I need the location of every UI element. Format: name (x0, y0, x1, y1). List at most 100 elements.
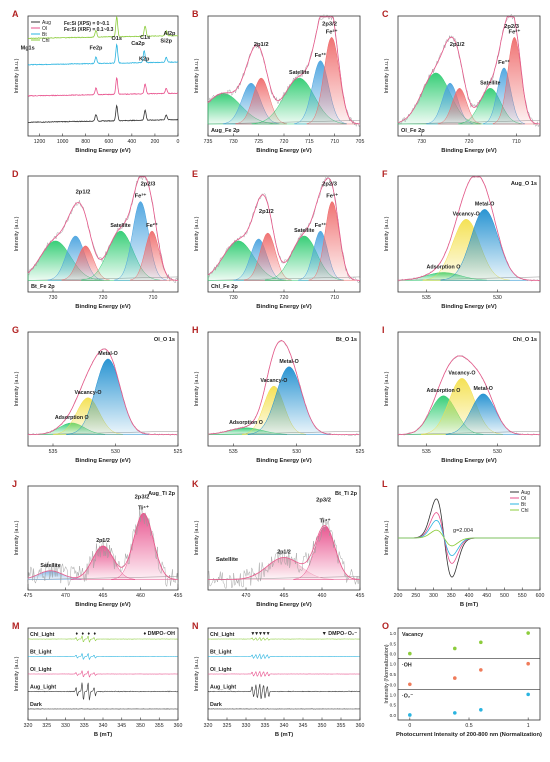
panel-l: L Intensity (a.u.) B (mT) 200 250 300 350 400 45… (382, 479, 544, 608)
scatter-point (453, 676, 457, 680)
x-axis-label: B (mT) (275, 732, 293, 738)
panel-i: I Intensity (a.u.) Binding Energy (eV) 535 5… (382, 325, 541, 464)
peak-marker: ▼ (250, 631, 255, 637)
legend-label: ▼ DMPO-·O₂⁻ (322, 631, 358, 637)
scatter-point (408, 713, 412, 717)
component-label: Ti⁴⁺ (138, 504, 149, 511)
component-label: Vacancy-O (448, 370, 475, 376)
sample-label: Aug_Ti 2p (148, 491, 176, 497)
component-label: Vacancy-O (74, 390, 101, 396)
component-label: Fe²⁺ (326, 28, 338, 35)
sample-label: Aug_O 1s (511, 181, 537, 187)
panel-d: D Intensity (a.u.) Binding Energy (eV) 730 7… (12, 169, 179, 310)
series-label: ·OH (402, 663, 412, 669)
peak-annotation: Fe2p (90, 46, 103, 52)
scatter-point (408, 651, 412, 656)
x-tick-label: 720 (465, 139, 474, 145)
y-axis-label: Intensity (a.u.) (194, 216, 200, 251)
peak-marker: ▼ (254, 631, 259, 637)
fit-envelope (208, 340, 360, 435)
panel-f: F Intensity (a.u.) Binding Energy (eV) 535 5… (382, 169, 541, 310)
peak-annotation: C1s (140, 35, 150, 41)
y-axis-label: Intensity (a.u.) (14, 656, 20, 691)
x-axis-label: Binding Energy (eV) (75, 458, 130, 464)
series-line (208, 637, 360, 641)
series-label: Ol_Light (30, 667, 52, 673)
component-label: 2p1/2 (277, 550, 291, 556)
x-tick-label: 535 (422, 295, 431, 301)
y-axis-label: Intensity (a.u.) (14, 58, 20, 93)
x-tick-label: 730 (229, 295, 238, 301)
x-tick-label: 465 (99, 593, 108, 599)
x-tick-label: 1000 (57, 139, 69, 145)
peak-annotation: O1s (112, 36, 122, 42)
x-tick-label: 300 (429, 593, 438, 599)
series-line-chl (398, 529, 540, 547)
x-tick-label: 710 (149, 295, 158, 301)
orbital-label: 2p1/2 (254, 42, 269, 48)
fit-envelope (27, 512, 179, 580)
y-tick-label: 1.0 (390, 631, 397, 636)
y-tick-label: 1.0 (390, 662, 397, 667)
note-text: Fe:Si (XPS) = 0~0.1 (64, 21, 110, 27)
x-tick-label: 600 (536, 593, 545, 599)
scatter-point (526, 631, 530, 635)
x-axis-label: Binding Energy (eV) (256, 458, 311, 464)
panel-letter: B (192, 9, 199, 19)
sample-label: Bt_Ti 2p (335, 491, 358, 497)
fit-envelope (28, 348, 178, 435)
series-line-bt (27, 43, 179, 66)
x-tick-label: 450 (482, 593, 491, 599)
series-label: Chl_Light (30, 632, 55, 638)
peak-annotation: K2p (139, 56, 150, 62)
component-label: Adsorption O (427, 388, 461, 394)
legend-label: Aug (521, 490, 530, 496)
x-axis-label: Binding Energy (eV) (75, 602, 130, 608)
y-tick-label: 0.5 (390, 641, 397, 646)
x-tick-label: 460 (136, 593, 145, 599)
x-tick-label: 725 (254, 139, 263, 145)
y-tick-label: 0.5 (390, 672, 397, 677)
x-tick-label: 0 (408, 723, 411, 729)
component-label: Vacancy-O (260, 378, 287, 384)
y-tick-label: 0.5 (390, 703, 397, 708)
panel-letter: G (12, 325, 19, 335)
x-tick-label: 550 (518, 593, 527, 599)
component-label: Satellite (110, 223, 130, 229)
x-tick-label: 355 (155, 723, 164, 729)
peak-marker: ▼ (266, 631, 271, 637)
series-line (28, 652, 178, 661)
orbital-label: 2p3/2 (322, 22, 337, 28)
y-axis-label: Intensity (a.u.) (14, 371, 20, 406)
x-tick-label: 800 (81, 139, 90, 145)
x-tick-label: 355 (337, 723, 346, 729)
component-label: Fe³⁺ (315, 222, 327, 229)
panel-letter: K (192, 479, 199, 489)
component-label: Fe²⁺ (146, 222, 158, 229)
legend-label: Bt (42, 32, 47, 38)
peak-marker: ♦ (87, 631, 90, 637)
sample-label: Chl_Fe 2p (211, 284, 238, 290)
raw-data-line (207, 517, 361, 589)
panel-e: E Intensity (a.u.) Binding Energy (eV) 730 7… (192, 169, 361, 310)
x-tick-label: 470 (61, 593, 70, 599)
y-tick-label: 0.0 (390, 682, 397, 687)
plot-frame (27, 331, 179, 447)
orbital-label: 2p3/2 (135, 494, 150, 500)
sample-label: Bt_Fe 2p (31, 284, 55, 290)
panel-letter: F (382, 169, 388, 179)
panel-j: J Intensity (a.u.) Binding Energy (eV) 475 4… (12, 479, 182, 608)
component-label: Satellite (40, 563, 60, 569)
y-axis-label: Intensity (a.u.) (194, 656, 200, 691)
series-label: ·O₂⁻ (402, 693, 413, 699)
component-label: Metal-O (473, 386, 492, 392)
series-line (207, 683, 360, 699)
x-tick-label: 335 (261, 723, 270, 729)
component-label: Fe³⁺ (498, 59, 510, 66)
x-tick-label: 710 (330, 139, 339, 145)
legend-label: Chl (42, 38, 50, 44)
panel-letter: M (12, 621, 20, 631)
series-line (207, 653, 360, 660)
x-tick-label: 535 (49, 449, 58, 455)
